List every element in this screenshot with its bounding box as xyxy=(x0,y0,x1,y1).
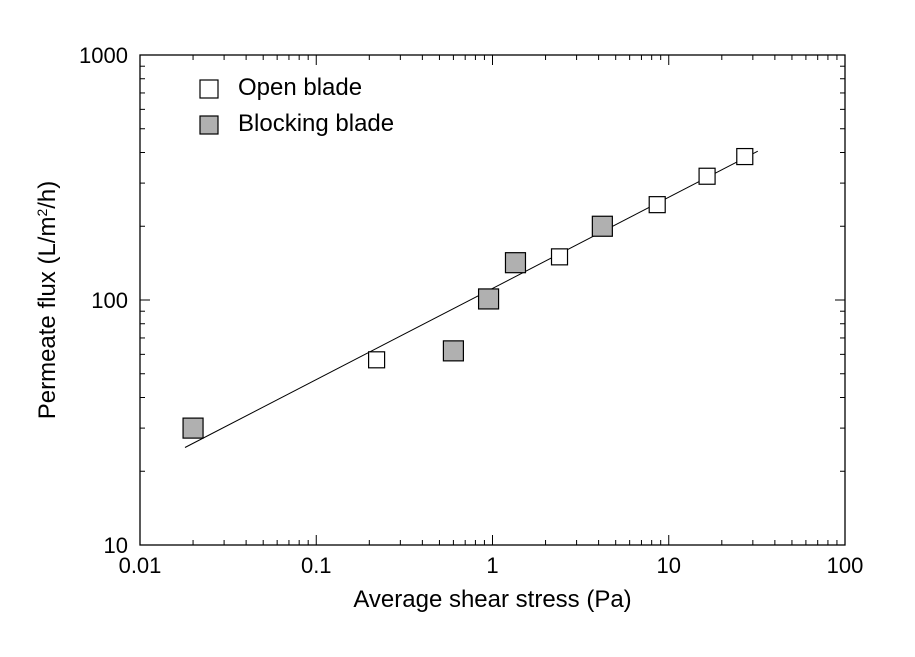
y-tick-label: 100 xyxy=(91,288,128,313)
data-point xyxy=(699,168,715,184)
scatter-chart: 0.010.1110100101001000Average shear stre… xyxy=(0,0,915,657)
data-point xyxy=(737,149,753,165)
legend-swatch xyxy=(200,116,218,134)
x-tick-label: 100 xyxy=(827,553,864,578)
legend-label: Open blade xyxy=(238,74,362,101)
legend-label: Blocking blade xyxy=(238,110,394,137)
chart-container: 0.010.1110100101001000Average shear stre… xyxy=(0,0,915,657)
data-point xyxy=(369,352,385,368)
data-point xyxy=(649,197,665,213)
fit-line xyxy=(185,151,758,447)
data-point xyxy=(443,341,463,361)
y-tick-label: 10 xyxy=(104,533,128,558)
y-tick-label: 1000 xyxy=(79,43,128,68)
data-point xyxy=(183,418,203,438)
data-point xyxy=(505,253,525,273)
x-tick-label: 0.1 xyxy=(301,553,332,578)
data-point xyxy=(592,216,612,236)
x-axis-label: Average shear stress (Pa) xyxy=(353,586,631,613)
y-axis-label: Permeate flux (L/m2/h) xyxy=(34,181,61,420)
data-point xyxy=(552,249,568,265)
legend-swatch xyxy=(200,80,218,98)
x-tick-label: 1 xyxy=(486,553,498,578)
data-point xyxy=(479,289,499,309)
x-tick-label: 10 xyxy=(657,553,681,578)
